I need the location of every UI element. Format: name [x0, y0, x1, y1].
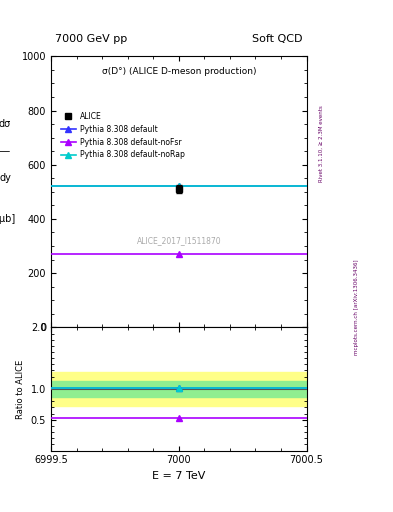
- Text: dy: dy: [0, 173, 11, 183]
- Bar: [51, 381, 307, 397]
- Y-axis label: Ratio to ALICE: Ratio to ALICE: [16, 359, 25, 419]
- X-axis label: E = 7 TeV: E = 7 TeV: [152, 471, 206, 481]
- Text: ALICE_2017_I1511870: ALICE_2017_I1511870: [136, 236, 221, 245]
- Bar: [51, 372, 307, 406]
- Text: ―: ―: [0, 146, 10, 156]
- Text: Soft QCD: Soft QCD: [252, 33, 303, 44]
- Text: dσ: dσ: [0, 119, 11, 129]
- Text: 7000 GeV pp: 7000 GeV pp: [55, 33, 127, 44]
- Legend: ALICE, Pythia 8.308 default, Pythia 8.308 default-noFsr, Pythia 8.308 default-no: ALICE, Pythia 8.308 default, Pythia 8.30…: [57, 109, 187, 162]
- Text: [μb]: [μb]: [0, 214, 15, 224]
- Text: mcplots.cern.ch [arXiv:1306.3436]: mcplots.cern.ch [arXiv:1306.3436]: [354, 260, 359, 355]
- Text: Rivet 3.1.10, ≥ 2.3M events: Rivet 3.1.10, ≥ 2.3M events: [318, 105, 323, 182]
- Text: σ(D°) (ALICE D-meson production): σ(D°) (ALICE D-meson production): [101, 67, 256, 76]
